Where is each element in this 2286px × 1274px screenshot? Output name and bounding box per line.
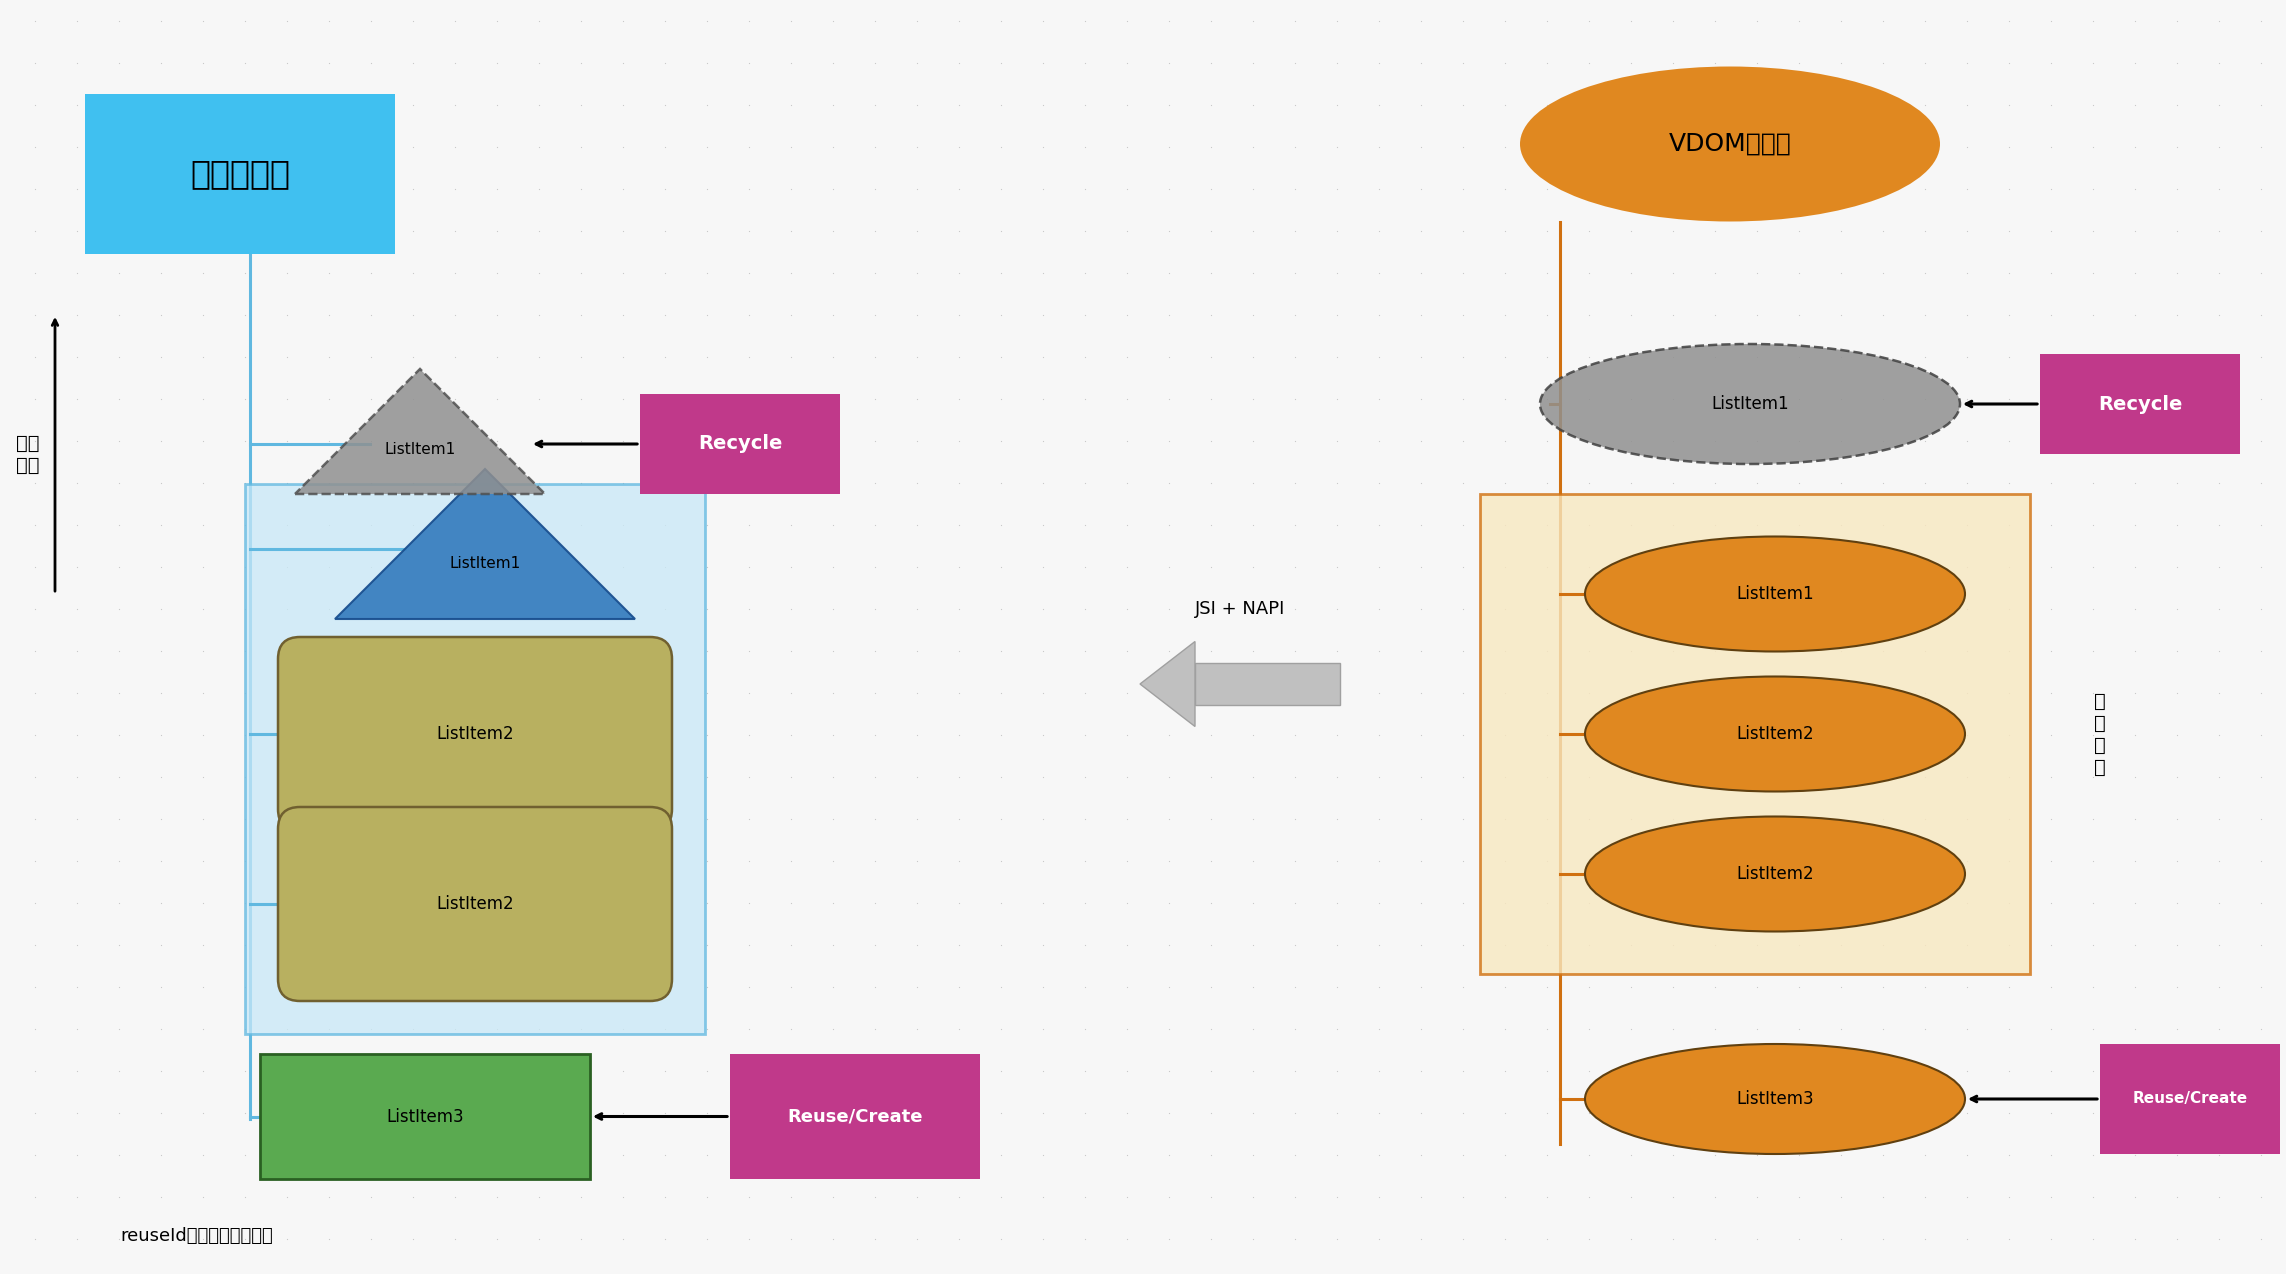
FancyBboxPatch shape: [729, 1054, 981, 1178]
Text: 缓
存
区
域: 缓 存 区 域: [2094, 692, 2105, 776]
Text: Recycle: Recycle: [697, 434, 782, 454]
FancyBboxPatch shape: [2101, 1043, 2279, 1154]
FancyBboxPatch shape: [245, 484, 704, 1034]
Text: ListItem2: ListItem2: [1735, 865, 1813, 883]
Text: ListItem2: ListItem2: [437, 725, 514, 743]
Text: reuseId根据复用类型区分: reuseId根据复用类型区分: [119, 1227, 272, 1245]
Text: ListItem2: ListItem2: [437, 896, 514, 913]
Text: ListItem2: ListItem2: [1735, 725, 1813, 743]
Text: ListItem1: ListItem1: [1735, 585, 1813, 603]
Text: JSI + NAPI: JSI + NAPI: [1196, 600, 1285, 618]
FancyBboxPatch shape: [2039, 354, 2240, 454]
FancyBboxPatch shape: [261, 1054, 590, 1178]
Polygon shape: [336, 469, 636, 619]
Ellipse shape: [1584, 676, 1966, 791]
FancyBboxPatch shape: [640, 394, 839, 494]
Text: VDOM节点树: VDOM节点树: [1669, 132, 1792, 155]
Text: ListItem1: ListItem1: [1712, 395, 1790, 413]
Polygon shape: [295, 369, 544, 494]
FancyBboxPatch shape: [85, 94, 395, 254]
Text: Reuse/Create: Reuse/Create: [786, 1107, 924, 1125]
Polygon shape: [1141, 642, 1196, 726]
Ellipse shape: [1584, 536, 1966, 651]
Text: 向上
滑动: 向上 滑动: [16, 433, 39, 474]
FancyBboxPatch shape: [279, 637, 672, 831]
Text: 原生组件树: 原生组件树: [190, 158, 290, 191]
Text: ListItem3: ListItem3: [1735, 1091, 1813, 1108]
FancyBboxPatch shape: [1479, 494, 2030, 975]
Text: Reuse/Create: Reuse/Create: [2133, 1092, 2247, 1107]
Ellipse shape: [1520, 66, 1941, 222]
Ellipse shape: [1584, 817, 1966, 931]
Ellipse shape: [1541, 344, 1959, 464]
Text: ListItem1: ListItem1: [450, 557, 521, 572]
Text: ListItem3: ListItem3: [386, 1107, 464, 1125]
Ellipse shape: [1584, 1043, 1966, 1154]
FancyBboxPatch shape: [279, 806, 672, 1001]
Text: ListItem1: ListItem1: [384, 442, 455, 456]
FancyBboxPatch shape: [1196, 662, 1340, 705]
Text: Recycle: Recycle: [2099, 395, 2183, 414]
